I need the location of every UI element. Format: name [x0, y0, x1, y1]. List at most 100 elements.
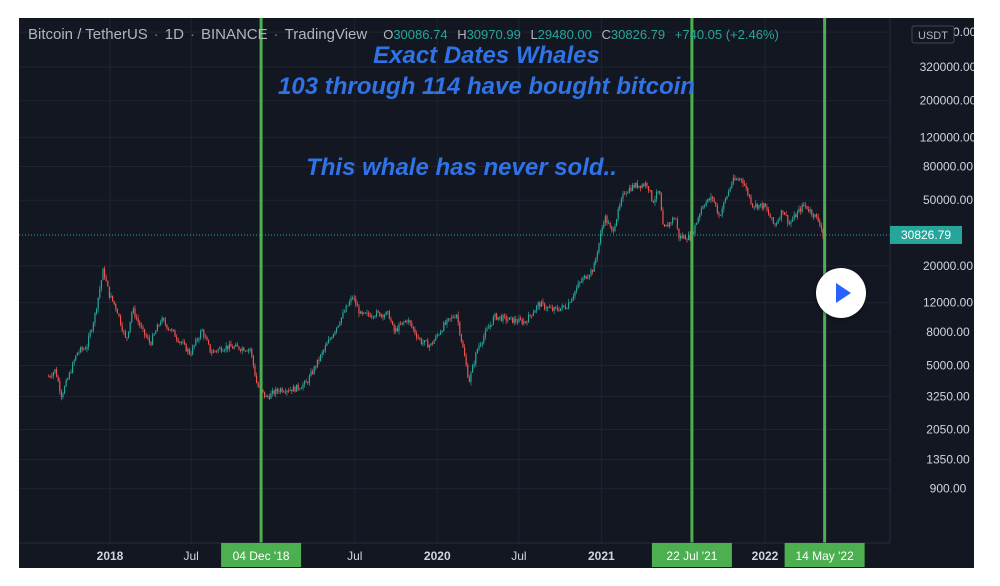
- close-value: 30826.79: [610, 27, 666, 42]
- candle: [86, 344, 88, 353]
- candle: [414, 326, 416, 336]
- candle: [283, 389, 285, 393]
- candle: [614, 223, 616, 232]
- current-price-label: 30826.79: [890, 225, 962, 244]
- candle: [225, 342, 227, 353]
- candle: [774, 223, 776, 228]
- candle: [795, 213, 797, 218]
- candle: [446, 317, 448, 328]
- candle: [737, 177, 739, 182]
- candle: [700, 206, 702, 216]
- candle: [775, 221, 778, 227]
- candle: [417, 334, 419, 340]
- candle: [724, 197, 726, 204]
- candle: [313, 365, 315, 376]
- candle: [332, 333, 334, 339]
- price-tick-label: 12000.00: [923, 296, 973, 310]
- candle: [599, 229, 602, 246]
- candle: [755, 200, 757, 209]
- price-chart[interactable]: 520000.00320000.00200000.00120000.008000…: [19, 18, 974, 568]
- candle: [419, 336, 421, 341]
- candle: [270, 390, 272, 399]
- candle: [180, 341, 182, 346]
- candle: [169, 329, 171, 331]
- candle: [422, 339, 424, 347]
- candle: [563, 305, 565, 308]
- candle: [574, 290, 576, 300]
- candle: [174, 329, 176, 337]
- candle: [743, 180, 746, 187]
- open-value: 30086.74: [393, 27, 448, 42]
- candle: [547, 306, 549, 312]
- candle: [500, 313, 502, 322]
- candle: [747, 186, 749, 197]
- price-tick-label: 80000.00: [923, 160, 973, 174]
- candle: [153, 333, 155, 337]
- unit-badge-text: USDT: [918, 30, 948, 42]
- candle: [715, 201, 717, 207]
- candle: [241, 346, 243, 355]
- candle: [772, 216, 774, 225]
- candle: [524, 320, 526, 324]
- candle: [548, 304, 550, 308]
- candle: [279, 387, 282, 395]
- candle: [372, 315, 374, 320]
- candle: [447, 317, 450, 322]
- candle: [540, 300, 542, 307]
- candle: [340, 317, 342, 326]
- candle: [263, 391, 266, 399]
- candle: [190, 350, 192, 357]
- candle: [83, 347, 85, 351]
- candle: [455, 314, 458, 319]
- candle: [155, 330, 157, 334]
- candle: [739, 177, 741, 182]
- candle: [627, 191, 629, 194]
- price-tick-label: 1350.00: [926, 453, 970, 467]
- candle: [451, 314, 453, 322]
- candle: [363, 312, 365, 315]
- candle: [487, 324, 490, 329]
- candle: [207, 339, 210, 346]
- candle: [311, 369, 314, 375]
- candle: [257, 381, 259, 388]
- candle: [65, 378, 67, 388]
- candle: [659, 190, 661, 195]
- candle: [175, 334, 178, 343]
- candle: [604, 214, 606, 227]
- candle: [535, 304, 538, 314]
- candle: [388, 309, 390, 320]
- time-tick-label: 2022: [752, 549, 779, 563]
- candle: [492, 314, 494, 326]
- candle: [758, 204, 760, 211]
- candle: [612, 227, 614, 234]
- candle: [358, 304, 360, 318]
- candle: [815, 212, 818, 219]
- candle: [375, 309, 378, 318]
- candle: [89, 329, 91, 339]
- interval[interactable]: 1D: [164, 26, 184, 43]
- candle: [583, 274, 586, 280]
- candle: [268, 393, 270, 401]
- candle: [803, 201, 805, 208]
- candle: [59, 377, 61, 395]
- candle: [635, 182, 637, 189]
- candle: [633, 182, 635, 189]
- candle: [628, 184, 630, 194]
- candle: [719, 214, 722, 216]
- candle: [543, 302, 546, 311]
- candle: [380, 313, 382, 319]
- header-separator: ·: [153, 26, 159, 43]
- play-button[interactable]: [816, 268, 866, 318]
- candle: [579, 281, 581, 288]
- candle: [108, 286, 110, 300]
- price-axis-panel[interactable]: [890, 18, 974, 543]
- candle: [759, 203, 762, 208]
- time-axis-ticks: 2018 Jul Jul 2020 Jul 2021 2022: [97, 549, 779, 563]
- candle: [423, 340, 426, 346]
- candle: [476, 348, 478, 354]
- candle: [119, 314, 122, 327]
- candle: [350, 295, 352, 306]
- candle: [92, 321, 94, 333]
- symbol-name[interactable]: Bitcoin / TetherUS: [28, 26, 148, 43]
- candle: [673, 216, 675, 220]
